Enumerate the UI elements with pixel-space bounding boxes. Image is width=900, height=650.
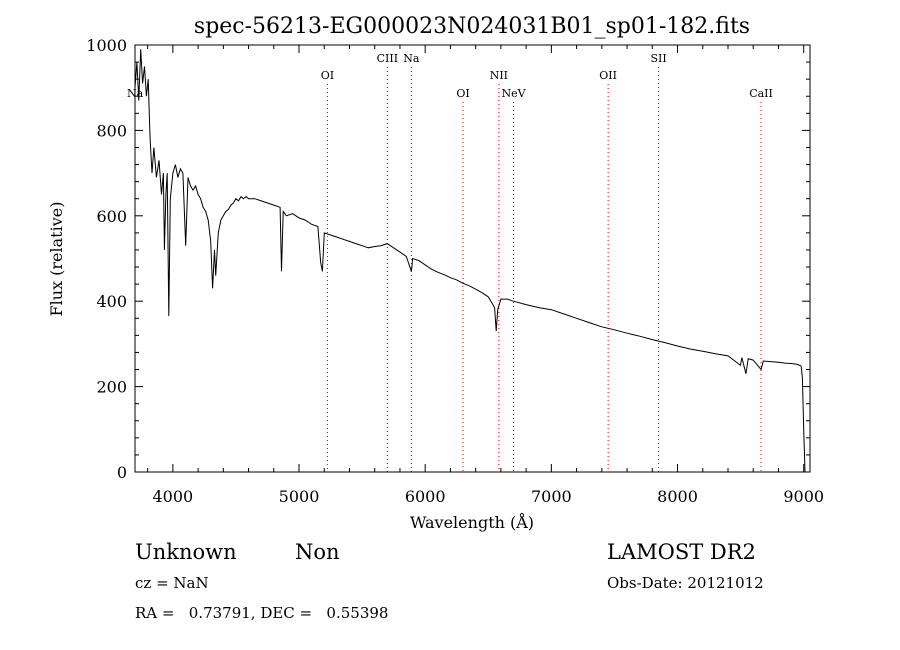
- plot-frame: [134, 44, 811, 473]
- line-marker-label: SII: [650, 52, 666, 65]
- x-tick-label: 8000: [657, 487, 698, 506]
- line-marker-label: OI: [456, 87, 469, 100]
- x-tick-label: 5000: [279, 487, 320, 506]
- y-tick-label: 400: [96, 292, 127, 311]
- line-marker-label: CaII: [749, 87, 773, 100]
- line-marker-label: NII: [490, 69, 508, 82]
- line-marker-label: Na: [403, 52, 420, 65]
- line-marker-label: OII: [599, 69, 617, 82]
- survey-label: LAMOST DR2: [607, 540, 756, 564]
- y-tick-label: 600: [96, 207, 127, 226]
- spectrum-line: [134, 49, 806, 473]
- x-tick-label: 6000: [405, 487, 446, 506]
- x-tick-label: 4000: [152, 487, 193, 506]
- obs-date: Obs-Date: 20121012: [607, 574, 764, 592]
- y-tick-label: 1000: [86, 36, 127, 55]
- x-tick-label: 7000: [531, 487, 572, 506]
- y-tick-label: 800: [96, 121, 127, 140]
- line-marker-label: NeV: [501, 87, 526, 100]
- y-tick-label: 200: [96, 378, 127, 397]
- y-axis-ticks: 0 200 400 600 800 1000: [86, 36, 810, 482]
- x-axis-ticks: 4000 5000 6000 7000 8000 9000: [147, 45, 824, 506]
- y-tick-label: 0: [117, 463, 127, 482]
- line-marker-label: CIII: [377, 52, 398, 65]
- y-axis-label: Flux (relative): [47, 202, 66, 317]
- x-axis-label: Wavelength (Å): [410, 512, 534, 532]
- cz-value: cz = NaN: [135, 574, 209, 592]
- line-marker-label: OI: [321, 69, 334, 82]
- subclass-label: Non: [295, 540, 340, 564]
- chart-title: spec-56213-EG000023N024031B01_sp01-182.f…: [194, 14, 750, 39]
- class-label: Unknown: [135, 540, 237, 564]
- ra-dec-coordinates: RA = 0.73791, DEC = 0.55398: [135, 604, 389, 622]
- x-tick-label: 9000: [783, 487, 824, 506]
